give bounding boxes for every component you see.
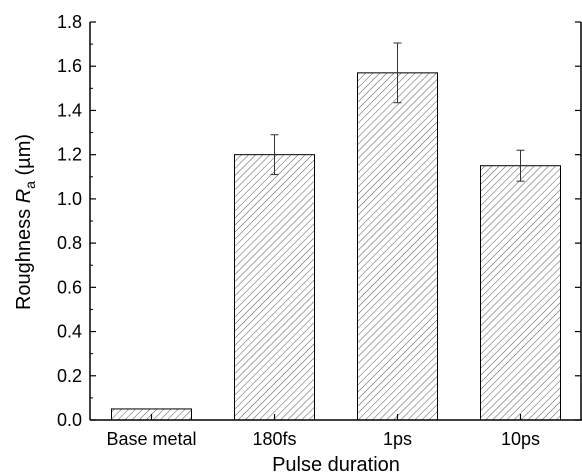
y-axis-title-main: Roughness [13, 203, 35, 310]
y-axis-title-italic: R [13, 189, 35, 203]
y-tick-label-8: 1.6 [57, 56, 82, 76]
x-tick-label-1: 180fs [252, 429, 296, 449]
y-axis-title: Roughness Ra (µm) [13, 134, 38, 310]
bar-2 [357, 72, 438, 421]
y-tick-label-1: 0.2 [57, 366, 82, 386]
bars [111, 72, 561, 421]
x-axis-title: Pulse duration [272, 454, 400, 475]
x-tick-label-3: 10ps [501, 429, 540, 449]
y-tick-label-0: 0.0 [57, 410, 82, 430]
x-tick-label-0: Base metal [106, 429, 196, 449]
y-ticks: 0.0 0.2 0.4 0.6 0.8 1.0 1.2 1.4 1.6 1.8 [57, 12, 581, 430]
error-bars [270, 42, 525, 182]
y-tick-label-2: 0.4 [57, 322, 82, 342]
x-tick-label-2: 1ps [383, 429, 412, 449]
y-tick-label-3: 0.6 [57, 277, 82, 297]
y-tick-label-4: 0.8 [57, 233, 82, 253]
y-tick-label-9: 1.8 [57, 12, 82, 32]
bar-1 [234, 154, 315, 421]
y-tick-label-7: 1.4 [57, 100, 82, 120]
y-tick-label-6: 1.2 [57, 145, 82, 165]
y-tick-label-5: 1.0 [57, 189, 82, 209]
y-axis-title-unit: (µm) [13, 134, 35, 181]
x-ticks: Base metal 180fs 1ps 10ps [106, 414, 540, 449]
y-axis-title-sub: a [22, 181, 38, 189]
bar-3 [480, 165, 561, 421]
